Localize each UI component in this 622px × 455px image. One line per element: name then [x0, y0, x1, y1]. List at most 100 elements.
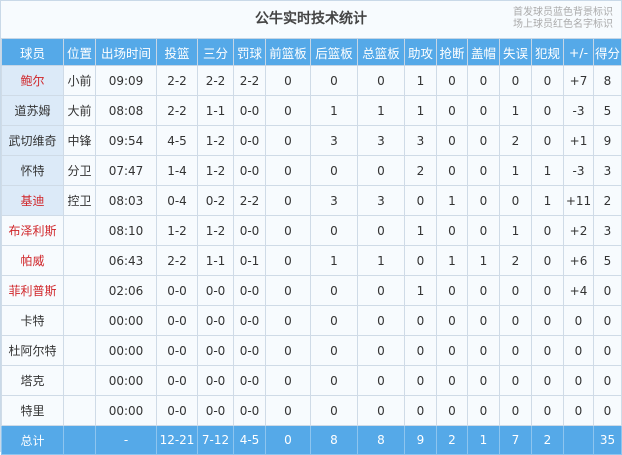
column-header[interactable]: 助攻 — [404, 38, 437, 66]
player-name[interactable]: 基迪 — [1, 185, 64, 216]
stat-cell: 1 — [531, 185, 564, 216]
stat-cell: 0 — [563, 305, 594, 336]
column-header[interactable]: 投篮 — [156, 38, 198, 66]
stat-cell: 2-2 — [156, 95, 198, 126]
stat-cell: 06:43 — [95, 245, 157, 276]
total-cell: 7-12 — [197, 425, 234, 455]
stat-cell: 5 — [593, 245, 622, 276]
stat-cell: 0-0 — [156, 335, 198, 366]
stat-cell — [63, 305, 96, 336]
column-header[interactable]: 总篮板 — [357, 38, 405, 66]
stat-cell: 大前 — [63, 95, 96, 126]
stat-cell: 2-2 — [156, 245, 198, 276]
player-name[interactable]: 菲利普斯 — [1, 275, 64, 306]
player-row: 鲍尔 小前 09:09 2-2 2-2 2-2 0 0 0 1 0 0 0 0 +7 8 — [1, 65, 622, 96]
player-name[interactable]: 鲍尔 — [1, 65, 64, 96]
stat-cell: 0 — [357, 155, 405, 186]
stat-cell: 0 — [404, 365, 437, 396]
stat-cell: 0 — [531, 275, 564, 306]
player-name[interactable]: 武切维奇 — [1, 125, 64, 156]
stat-cell: 2-2 — [233, 65, 266, 96]
column-header[interactable]: 失误 — [499, 38, 532, 66]
stat-cell: 0 — [265, 275, 311, 306]
column-header[interactable]: 前篮板 — [265, 38, 311, 66]
total-cell: 总计 — [1, 425, 64, 455]
player-name[interactable]: 布泽利斯 — [1, 215, 64, 246]
stat-cell: 1-4 — [156, 155, 198, 186]
stat-cell: 07:47 — [95, 155, 157, 186]
player-name[interactable]: 帕威 — [1, 245, 64, 276]
stat-cell: 0-4 — [156, 185, 198, 216]
stat-cell: 0 — [265, 245, 311, 276]
stat-cell: 1 — [404, 65, 437, 96]
stat-cell: 1 — [531, 155, 564, 186]
player-name[interactable]: 特里 — [1, 395, 64, 426]
stat-cell: 3 — [310, 185, 358, 216]
stat-cell: 0-0 — [197, 305, 234, 336]
player-row: 布泽利斯 08:10 1-2 1-2 0-0 0 0 0 1 0 0 1 0 +2 3 — [1, 215, 622, 246]
stat-cell: 2-2 — [156, 65, 198, 96]
stat-cell: 1 — [499, 215, 532, 246]
stat-cell: 0 — [357, 215, 405, 246]
column-header[interactable]: 抢断 — [436, 38, 468, 66]
stat-cell: 分卫 — [63, 155, 96, 186]
column-header[interactable]: 罚球 — [233, 38, 266, 66]
stat-cell: 0 — [436, 95, 468, 126]
stat-cell: 09:09 — [95, 65, 157, 96]
total-cell: 1 — [467, 425, 500, 455]
stat-cell: 0 — [265, 365, 311, 396]
stat-cell: 0 — [531, 365, 564, 396]
stat-cell: +2 — [563, 215, 594, 246]
column-header[interactable]: 三分 — [197, 38, 234, 66]
stat-cell: +11 — [563, 185, 594, 216]
player-name[interactable]: 塔克 — [1, 365, 64, 396]
stat-cell: 1 — [436, 245, 468, 276]
stat-cell: 0 — [531, 215, 564, 246]
stat-cell: 0 — [467, 95, 500, 126]
stat-cell: 0 — [467, 335, 500, 366]
stat-cell: 0-0 — [197, 275, 234, 306]
panel-title: 公牛实时技术统计 首发球员蓝色背景标识 场上球员红色名字标识 — [1, 1, 621, 38]
stat-cell: 3 — [357, 185, 405, 216]
column-header[interactable]: 盖帽 — [467, 38, 500, 66]
stat-cell — [63, 275, 96, 306]
stat-cell: 1 — [499, 95, 532, 126]
stat-cell: 00:00 — [95, 305, 157, 336]
column-header[interactable]: 后篮板 — [310, 38, 358, 66]
player-name[interactable]: 怀特 — [1, 155, 64, 186]
stat-cell: 0 — [467, 65, 500, 96]
column-header[interactable]: 得分 — [593, 38, 622, 66]
stat-cell: 0 — [436, 65, 468, 96]
stat-cell: 3 — [404, 125, 437, 156]
column-header[interactable]: 球员 — [1, 38, 64, 66]
stat-cell: 0 — [531, 65, 564, 96]
stat-cell: 2 — [593, 185, 622, 216]
column-header[interactable]: 出场时间 — [95, 38, 157, 66]
stat-cell: 0 — [563, 395, 594, 426]
stat-cell: 1-2 — [197, 155, 234, 186]
stat-cell: 5 — [593, 95, 622, 126]
column-header[interactable]: +/- — [563, 38, 594, 66]
stat-cell — [63, 335, 96, 366]
column-header[interactable]: 犯规 — [531, 38, 564, 66]
stat-cell: 08:03 — [95, 185, 157, 216]
stat-cell: 0-0 — [233, 155, 266, 186]
header-row: 球员 位置 出场时间 投篮 三分 罚球 前篮板 后篮板 总篮板 助攻 抢断 盖帽 失误 犯规 +/- 得分 — [1, 38, 622, 66]
stat-cell: 1 — [436, 185, 468, 216]
player-name[interactable]: 道苏姆 — [1, 95, 64, 126]
stat-cell: 0 — [310, 335, 358, 366]
player-row: 塔克 00:00 0-0 0-0 0-0 0 0 0 0 0 0 0 0 0 0 — [1, 365, 622, 396]
player-name[interactable]: 卡特 — [1, 305, 64, 336]
stat-cell: 0 — [357, 65, 405, 96]
stat-cell: -3 — [563, 155, 594, 186]
stat-cell: 0 — [531, 125, 564, 156]
player-row: 道苏姆 大前 08:08 2-2 1-1 0-0 0 1 1 1 0 0 1 0 -3 5 — [1, 95, 622, 126]
stat-cell: 0-0 — [233, 335, 266, 366]
column-header[interactable]: 位置 — [63, 38, 96, 66]
stat-cell: 1 — [404, 275, 437, 306]
stat-cell: 0 — [265, 335, 311, 366]
player-name[interactable]: 杜阿尔特 — [1, 335, 64, 366]
stat-cell: 1 — [357, 245, 405, 276]
stat-cell: 0 — [310, 215, 358, 246]
total-cell: 2 — [436, 425, 468, 455]
